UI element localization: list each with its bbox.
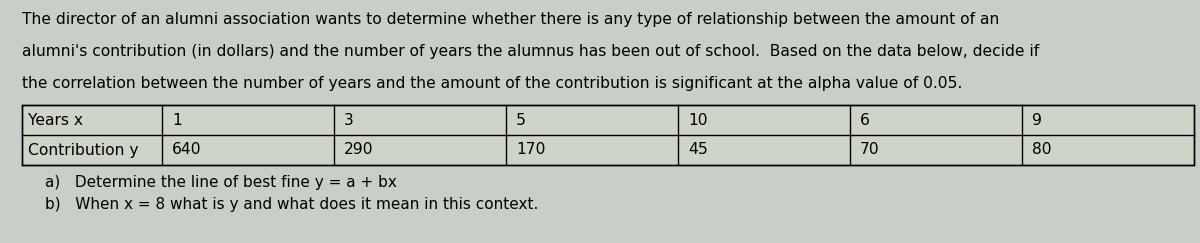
Text: 70: 70 (860, 142, 880, 157)
Text: 6: 6 (860, 113, 870, 128)
Text: b)   When x = 8 what is y and what does it mean in this context.: b) When x = 8 what is y and what does it… (46, 197, 539, 212)
Text: 640: 640 (172, 142, 202, 157)
Text: alumni's contribution (in dollars) and the number of years the alumnus has been : alumni's contribution (in dollars) and t… (22, 44, 1039, 59)
Text: a)   Determine the line of best fine y = a + bx: a) Determine the line of best fine y = a… (46, 175, 397, 190)
Text: 10: 10 (688, 113, 708, 128)
Text: Years x: Years x (28, 113, 83, 128)
Text: The director of an alumni association wants to determine whether there is any ty: The director of an alumni association wa… (22, 12, 1000, 27)
Text: 45: 45 (688, 142, 708, 157)
Text: 3: 3 (344, 113, 354, 128)
Text: 290: 290 (344, 142, 373, 157)
Text: 80: 80 (1032, 142, 1051, 157)
Text: 1: 1 (172, 113, 181, 128)
Text: the correlation between the number of years and the amount of the contribution i: the correlation between the number of ye… (22, 76, 962, 91)
Text: 5: 5 (516, 113, 526, 128)
Text: 9: 9 (1032, 113, 1042, 128)
Bar (22, 105, 1194, 165)
Text: Contribution y: Contribution y (28, 142, 138, 157)
Text: 170: 170 (516, 142, 545, 157)
